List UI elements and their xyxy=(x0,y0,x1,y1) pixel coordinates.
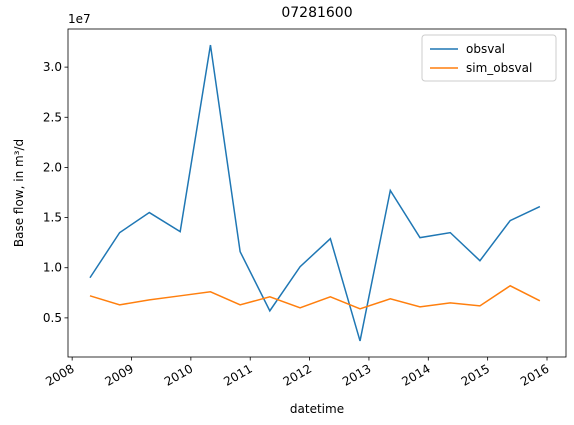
x-tick-label: 2008 xyxy=(43,361,76,388)
x-tick-label: 2013 xyxy=(340,361,373,388)
legend-label: obsval xyxy=(466,42,505,56)
y-tick-label: 2.5 xyxy=(43,110,62,124)
legend-label: sim_obsval xyxy=(466,61,532,75)
plot-frame xyxy=(67,28,567,358)
legend-box xyxy=(421,34,557,82)
x-tick-label: 2009 xyxy=(103,361,136,388)
y-tick-label: 1.5 xyxy=(43,211,62,225)
x-tick-label: 2012 xyxy=(281,361,314,388)
x-tick-label: 2014 xyxy=(399,361,432,388)
y-tick-label: 1.0 xyxy=(43,261,62,275)
x-tick-label: 2010 xyxy=(162,361,195,388)
x-tick-label: 2016 xyxy=(518,361,551,388)
y-offset-label: 1e7 xyxy=(68,12,91,26)
y-axis-label: Base flow, in m³/d xyxy=(12,139,26,247)
y-tick-label: 0.5 xyxy=(43,311,62,325)
chart-title: 07281600 xyxy=(281,5,352,21)
y-tick-label: 3.0 xyxy=(43,60,62,74)
series-line xyxy=(89,284,541,310)
x-axis-label: datetime xyxy=(290,402,344,416)
series-line xyxy=(89,44,541,342)
x-tick-label: 2015 xyxy=(459,361,492,388)
x-tick-label: 2011 xyxy=(221,361,254,388)
y-tick-label: 2.0 xyxy=(43,160,62,174)
